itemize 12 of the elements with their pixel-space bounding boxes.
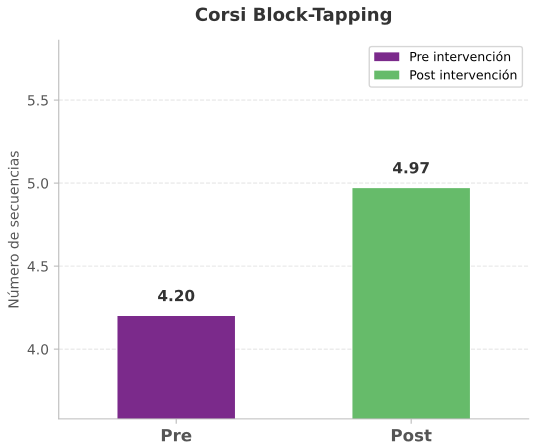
data-label: 4.97 xyxy=(393,162,429,174)
x-tick-label: Post xyxy=(392,429,432,442)
y-axis-title: Número de secuencias xyxy=(7,151,19,308)
legend-label: Post intervención xyxy=(410,69,516,80)
data-label: 4.20 xyxy=(158,290,194,302)
y-tick-label: 5.0 xyxy=(28,178,48,189)
y-tick-label: 4.0 xyxy=(28,344,48,355)
y-tick-label: 5.5 xyxy=(28,95,48,106)
chart-title: Corsi Block-Tapping xyxy=(196,7,392,25)
y-tick-label: 4.5 xyxy=(28,261,48,272)
x-tick-label: Pre xyxy=(162,429,192,442)
legend-label: Pre intervención xyxy=(410,51,510,62)
